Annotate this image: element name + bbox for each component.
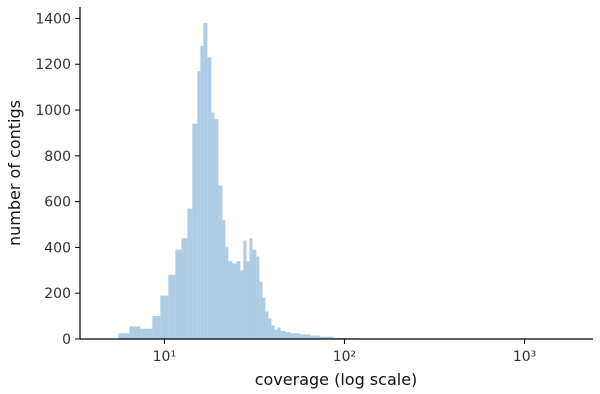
- y-tick-label: 0: [62, 332, 71, 348]
- bar: [271, 325, 275, 339]
- bar: [249, 238, 253, 339]
- bar: [218, 185, 223, 339]
- bar: [268, 318, 272, 339]
- bar: [280, 330, 286, 339]
- bar: [252, 249, 257, 339]
- bar: [243, 240, 247, 339]
- y-tick-label: 1000: [35, 103, 71, 119]
- bar: [207, 57, 212, 340]
- bar: [118, 333, 130, 339]
- y-tick-label: 800: [44, 149, 71, 165]
- bar: [236, 261, 241, 339]
- bar: [228, 261, 233, 339]
- bar: [197, 71, 201, 339]
- bar: [240, 270, 244, 339]
- bar: [200, 45, 204, 340]
- y-tick-label: 1400: [35, 11, 71, 27]
- bar: [262, 297, 266, 339]
- x-tick-label: 10²: [333, 349, 356, 365]
- bar: [192, 123, 198, 339]
- bar: [214, 119, 219, 339]
- bar: [175, 249, 182, 339]
- bar: [277, 327, 281, 339]
- bar: [246, 261, 250, 339]
- y-tick-label: 1200: [35, 57, 71, 73]
- bar: [211, 112, 215, 340]
- bar: [310, 335, 321, 339]
- bar: [225, 247, 229, 339]
- bar: [285, 332, 291, 339]
- x-axis-label: coverage (log scale): [255, 370, 418, 389]
- bar: [300, 334, 311, 339]
- bar: [259, 281, 263, 339]
- bar: [232, 263, 237, 339]
- bar: [320, 336, 334, 339]
- y-tick-label: 200: [44, 286, 71, 302]
- bar: [129, 326, 141, 339]
- bar: [160, 295, 169, 339]
- x-tick-label: 10¹: [153, 349, 176, 365]
- y-axis-label: number of contigs: [5, 100, 24, 246]
- bar: [203, 23, 208, 339]
- bar: [140, 328, 153, 339]
- bar: [222, 219, 226, 339]
- x-tick-label: 10³: [513, 349, 536, 365]
- y-tick-label: 400: [44, 240, 71, 256]
- bar: [265, 311, 269, 339]
- bar: [181, 238, 188, 339]
- bar: [274, 329, 278, 339]
- bar: [152, 316, 161, 339]
- y-tick-label: 600: [44, 195, 71, 211]
- bar: [256, 256, 260, 339]
- bar: [168, 274, 176, 339]
- bar: [290, 333, 301, 339]
- bar: [187, 208, 193, 339]
